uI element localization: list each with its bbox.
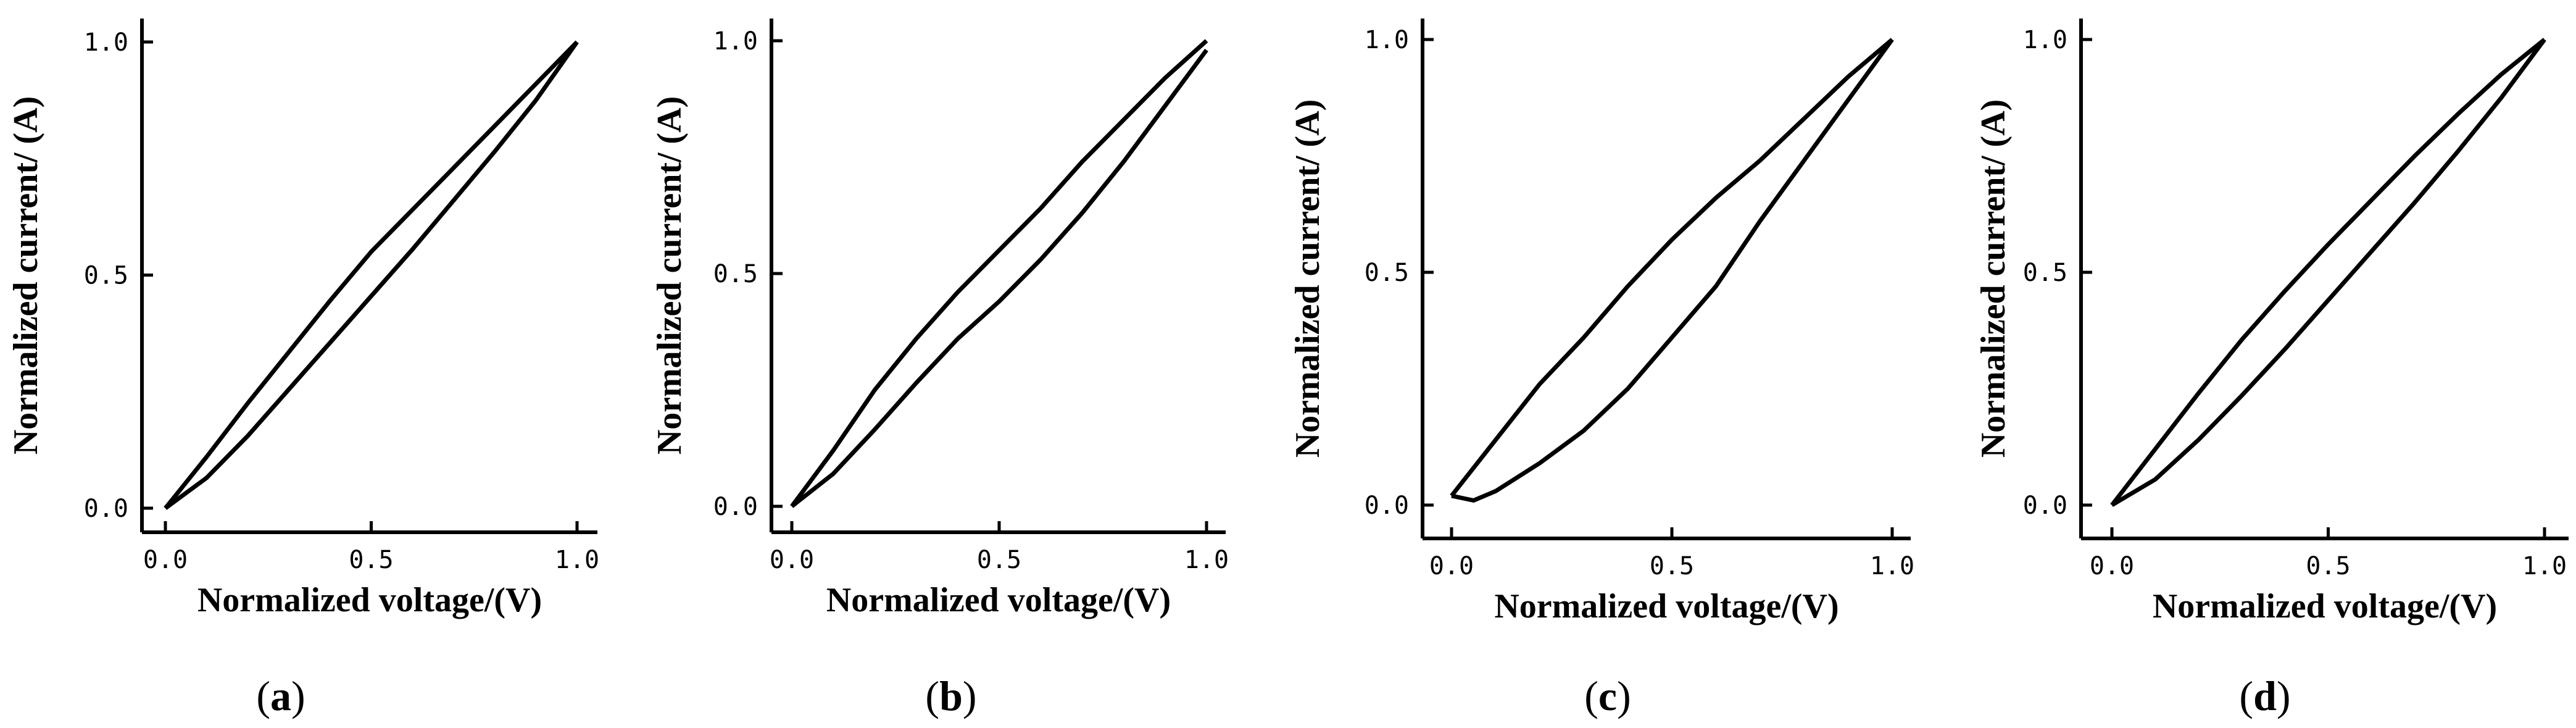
chart-panel-a: 0.0 0.5 1.0 0.0 0.5 1.0 Normalized voltage/(V)… — [7, 19, 599, 719]
panel-label: (c) — [1584, 672, 1631, 719]
x-tick-label: 0.5 — [977, 546, 1021, 574]
y-tick-label: 0.5 — [713, 260, 758, 288]
x-axis-label: Normalized voltage/(V) — [197, 581, 542, 619]
x-tick-label: 0.0 — [1429, 552, 1474, 580]
y-tick-label: 1.0 — [2023, 26, 2067, 54]
x-tick-label: 1.0 — [2522, 552, 2567, 580]
x-axis-label: Normalized voltage/(V) — [826, 581, 1171, 619]
y-tick-label: 0.5 — [84, 262, 128, 290]
y-tick-label: 0.0 — [2023, 492, 2067, 520]
y-tick-label: 1.0 — [713, 27, 758, 56]
series-line-lower — [164, 40, 579, 510]
series-line-upper — [1450, 38, 1894, 498]
series-line-lower — [2111, 38, 2546, 508]
x-tick-label: 1.0 — [1184, 546, 1229, 574]
x-tick-label: 0.0 — [770, 546, 814, 574]
panel-label: (d) — [2239, 672, 2290, 719]
panel-label: (a) — [256, 672, 305, 719]
series-line-upper — [2110, 38, 2546, 507]
y-tick-label: 0.0 — [84, 495, 128, 523]
y-tick-label: 0.0 — [713, 493, 758, 521]
y-tick-label: 1.0 — [84, 28, 128, 57]
chart-panel-d: 0.0 0.5 1.0 0.0 0.5 1.0 Normalized voltage/(V)… — [1974, 19, 2569, 719]
series-line-lower — [1451, 38, 1894, 503]
x-tick-label: 0.0 — [2090, 552, 2134, 580]
y-axis-label: Normalized current/ (A) — [1289, 99, 1327, 458]
x-tick-label: 0.5 — [2306, 552, 2350, 580]
series-line-lower — [790, 49, 1208, 508]
y-tick-label: 1.0 — [1365, 26, 1409, 54]
x-tick-label: 1.0 — [1870, 552, 1914, 580]
series-line-upper — [790, 39, 1208, 508]
y-tick-label: 0.5 — [2023, 259, 2067, 287]
series-line-upper — [164, 40, 579, 510]
x-tick-label: 1.0 — [555, 546, 599, 574]
y-axis-label: Normalized current/ (A) — [650, 96, 689, 455]
chart-panel-c: 0.0 0.5 1.0 0.0 0.5 1.0 Normalized voltage/(V)… — [1289, 19, 1914, 719]
x-axis-label: Normalized voltage/(V) — [1494, 587, 1839, 625]
x-axis-label: Normalized voltage/(V) — [2153, 587, 2497, 625]
y-tick-label: 0.0 — [1365, 492, 1409, 520]
panel-label: (b) — [925, 672, 976, 719]
x-tick-label: 0.0 — [143, 546, 188, 574]
y-axis-label: Normalized current/ (A) — [1974, 99, 2013, 458]
y-tick-label: 0.5 — [1365, 259, 1409, 287]
y-axis-label: Normalized current/ (A) — [7, 96, 45, 455]
chart-panel-b: 0.0 0.5 1.0 0.0 0.5 1.0 Normalized voltage/(V)… — [650, 19, 1229, 719]
x-tick-label: 0.5 — [1650, 552, 1694, 580]
x-tick-label: 0.5 — [349, 546, 393, 574]
